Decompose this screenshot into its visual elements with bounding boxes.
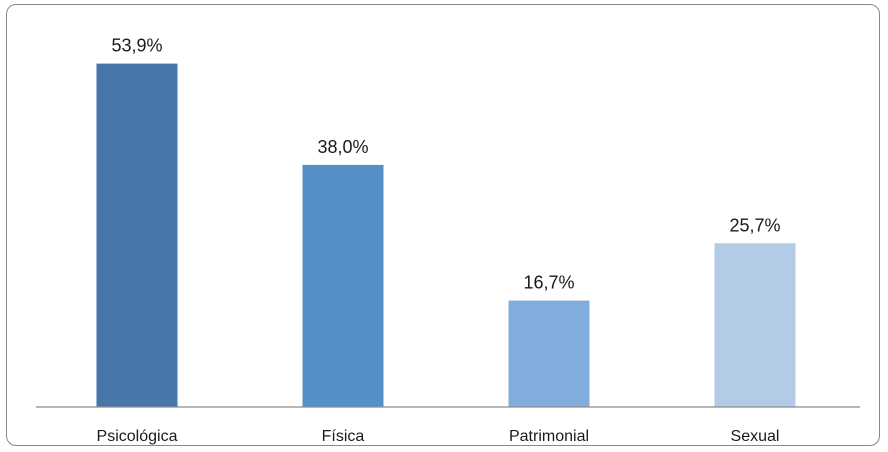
data-label-2: 16,7% [523, 273, 574, 293]
x-tick-label-1: Física [322, 428, 365, 445]
bar-2 [508, 300, 590, 407]
x-tick-label-0: Psicológica [97, 428, 178, 445]
data-label-3: 25,7% [729, 215, 780, 235]
labels-layer: 53,9% Psicológica 38,0% Física 16,7% Patrimon… [97, 36, 781, 445]
bars-layer [96, 63, 796, 407]
x-tick-label-3: Sexual [731, 428, 780, 445]
data-label-1: 38,0% [317, 137, 368, 157]
bar-1 [302, 164, 384, 407]
x-tick-label-2: Patrimonial [509, 428, 589, 445]
bar-0 [96, 63, 178, 407]
bar-3 [714, 243, 796, 407]
data-label-0: 53,9% [111, 36, 162, 56]
